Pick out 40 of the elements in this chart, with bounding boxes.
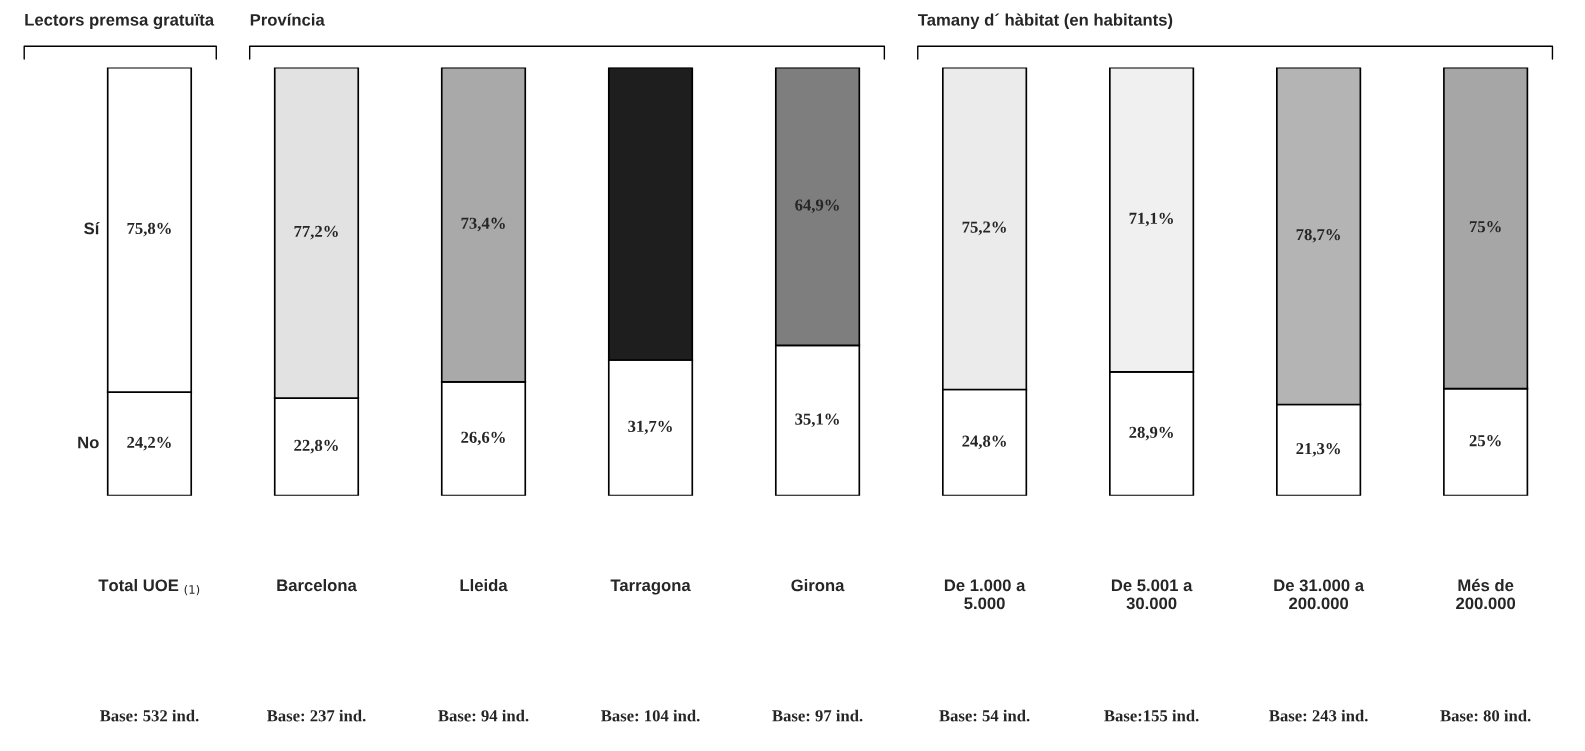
x-tick-label: De 1.000 a 5.000 bbox=[944, 579, 1026, 610]
text: Base: 54 ind. bbox=[939, 709, 1030, 722]
series-label: No bbox=[78, 436, 99, 449]
text: Base: 97 ind. bbox=[772, 709, 863, 722]
text: Base: 532 ind. bbox=[99, 709, 199, 722]
text: Base: 104 ind. bbox=[601, 709, 700, 722]
text: Base: 243 ind. bbox=[1269, 709, 1368, 722]
data-label: 24,8% bbox=[962, 435, 1006, 450]
data-label: 71,1% bbox=[1129, 212, 1173, 227]
x-tick-label: Lleida bbox=[460, 578, 508, 592]
data-label: 75,2% bbox=[962, 221, 1006, 236]
data-label: 25% bbox=[1469, 435, 1501, 447]
series-label: Sí bbox=[84, 221, 100, 235]
data-label: 26,6% bbox=[461, 431, 505, 446]
data-label: 75% bbox=[1469, 221, 1501, 233]
data-label: 21,3% bbox=[1296, 443, 1340, 457]
text: Base: 80 ind. bbox=[1440, 709, 1531, 722]
data-label: 78,7% bbox=[1296, 228, 1340, 243]
x-tick-label: Girona bbox=[791, 578, 845, 592]
text: Tamany d´ hàbitat (en habitants) bbox=[917, 13, 1173, 30]
data-label: 75,8% bbox=[127, 222, 171, 237]
text: Província bbox=[250, 13, 325, 26]
data-label: 35,1% bbox=[795, 413, 839, 428]
x-tick-label: Més de 200.000 bbox=[1456, 578, 1516, 610]
data-label: 24,2% bbox=[127, 436, 171, 451]
x-tick-label: De 31.000 a 200.000 bbox=[1274, 579, 1365, 610]
data-label: 31,7% bbox=[628, 420, 672, 435]
text: Base:155 ind. bbox=[1104, 709, 1199, 722]
x-tick-label: Barcelona bbox=[277, 578, 357, 592]
text: Base: 94 ind. bbox=[438, 709, 529, 722]
data-label: 22,8% bbox=[294, 439, 338, 454]
data-label: 77,2% bbox=[294, 225, 338, 240]
text: Lectors premsa gratuïta bbox=[25, 13, 215, 30]
x-tick-label: De 5.001 a 30.000 bbox=[1111, 579, 1193, 610]
data-label: 28,9% bbox=[1129, 426, 1173, 441]
data-label: 73,4% bbox=[461, 217, 505, 232]
text: Base: 237 ind. bbox=[266, 709, 366, 722]
data-label: 64,9% bbox=[795, 199, 839, 214]
x-tick-label: Total UOE $_{(1)}$ bbox=[98, 578, 200, 596]
x-tick-label: Tarragona bbox=[610, 579, 691, 595]
